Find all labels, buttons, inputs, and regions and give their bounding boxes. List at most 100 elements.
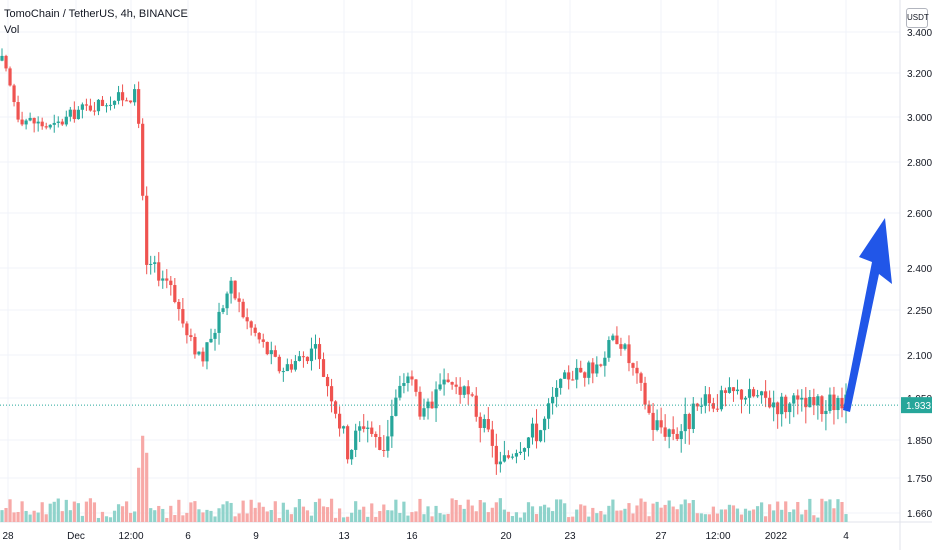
candle-body [498,461,502,465]
volume-bar [64,499,68,522]
candle-body [225,293,229,309]
candle-body [707,394,711,404]
candle-body [116,92,121,101]
volume-bar [723,509,728,522]
volume-bar [623,508,627,522]
chart-legend: TomoChain / TetherUS, 4h, BINANCE Vol [4,6,188,38]
volume-bar [442,514,446,522]
x-tick-label: 28 [2,531,14,542]
candle-body [197,351,201,355]
volume-bar [824,501,828,522]
candle-body [382,449,386,451]
volume-bar [538,506,543,522]
volume-bar [812,515,816,522]
candle-body [16,102,20,120]
annotation-arrow [843,218,892,412]
candle-body [36,121,40,124]
volume-bar [112,510,117,522]
candle-body [4,55,8,69]
candle-body [76,109,80,120]
candle-body [133,89,137,103]
candle-body [812,396,816,406]
volume-bar [36,512,40,522]
y-tick-label: 3.200 [907,69,932,80]
candle-body [522,448,527,452]
y-tick-label: 1.850 [907,436,932,447]
candle-body [0,55,4,61]
volume-bar [735,508,740,522]
volume-bar [221,504,225,522]
candle-body [285,364,289,372]
candle-body [691,403,695,429]
candle-body [28,117,32,121]
volume-bar [394,499,398,522]
candle-body [780,396,784,415]
volume-bar [289,514,293,522]
candle-body [378,436,382,450]
volume-bar [8,499,12,522]
volume-bar [173,514,177,522]
candle-body [289,364,293,370]
volume-bar [438,513,442,522]
candle-body [502,455,506,462]
candle-body [370,427,374,434]
volume-bar [96,517,101,522]
volume-bar [683,499,687,522]
volume-bar [414,511,418,522]
candle-body [727,387,732,393]
volume-bar [205,509,209,522]
candle-body [112,100,117,105]
volume-bar [305,510,310,522]
volume-bar [80,515,84,522]
candle-body [671,429,675,434]
volume-bar [88,498,93,522]
candle-body [269,350,273,355]
candle-body [607,340,611,358]
candle-body [474,395,478,417]
candle-body [442,379,446,385]
volume-bar [165,517,169,522]
volume-bar [611,499,615,522]
volume-bar [342,517,346,522]
volume-bar [599,511,603,522]
candle-body [462,386,466,395]
candle-body [643,382,647,405]
candle-body [635,367,639,374]
candle-body [281,371,285,373]
volume-bar [418,498,422,522]
volume-bar [177,499,181,522]
volume-bar [663,504,667,522]
volume-bar [575,509,579,522]
candle-body [386,436,390,451]
candle-body [422,408,426,417]
candle-body [221,308,225,312]
candle-body [406,376,410,384]
x-tick-label: 6 [185,531,191,542]
candle-body [169,280,173,286]
currency-badge[interactable]: USDT [906,8,929,28]
volume-bar [498,498,502,522]
volume-bar [0,510,4,522]
volume-bar [434,505,438,522]
candle-body [374,433,378,437]
candle-body [233,280,237,299]
volume-bar [655,501,659,522]
volume-bar [24,510,28,522]
candle-body [32,117,36,124]
volume-bar [486,512,490,522]
volume-bar [514,512,519,522]
volume-bar [804,509,808,522]
volume-bar [197,509,201,522]
candle-body [482,419,486,428]
volume-bar [675,509,679,522]
candle-body [772,402,776,408]
candle-body [402,383,406,386]
volume-bar [370,503,374,522]
candle-body [398,385,402,398]
volume-bar [563,503,567,522]
volume-bar [277,517,281,522]
candle-body [679,431,683,440]
volume-bar [836,499,840,522]
candle-body [800,397,804,400]
